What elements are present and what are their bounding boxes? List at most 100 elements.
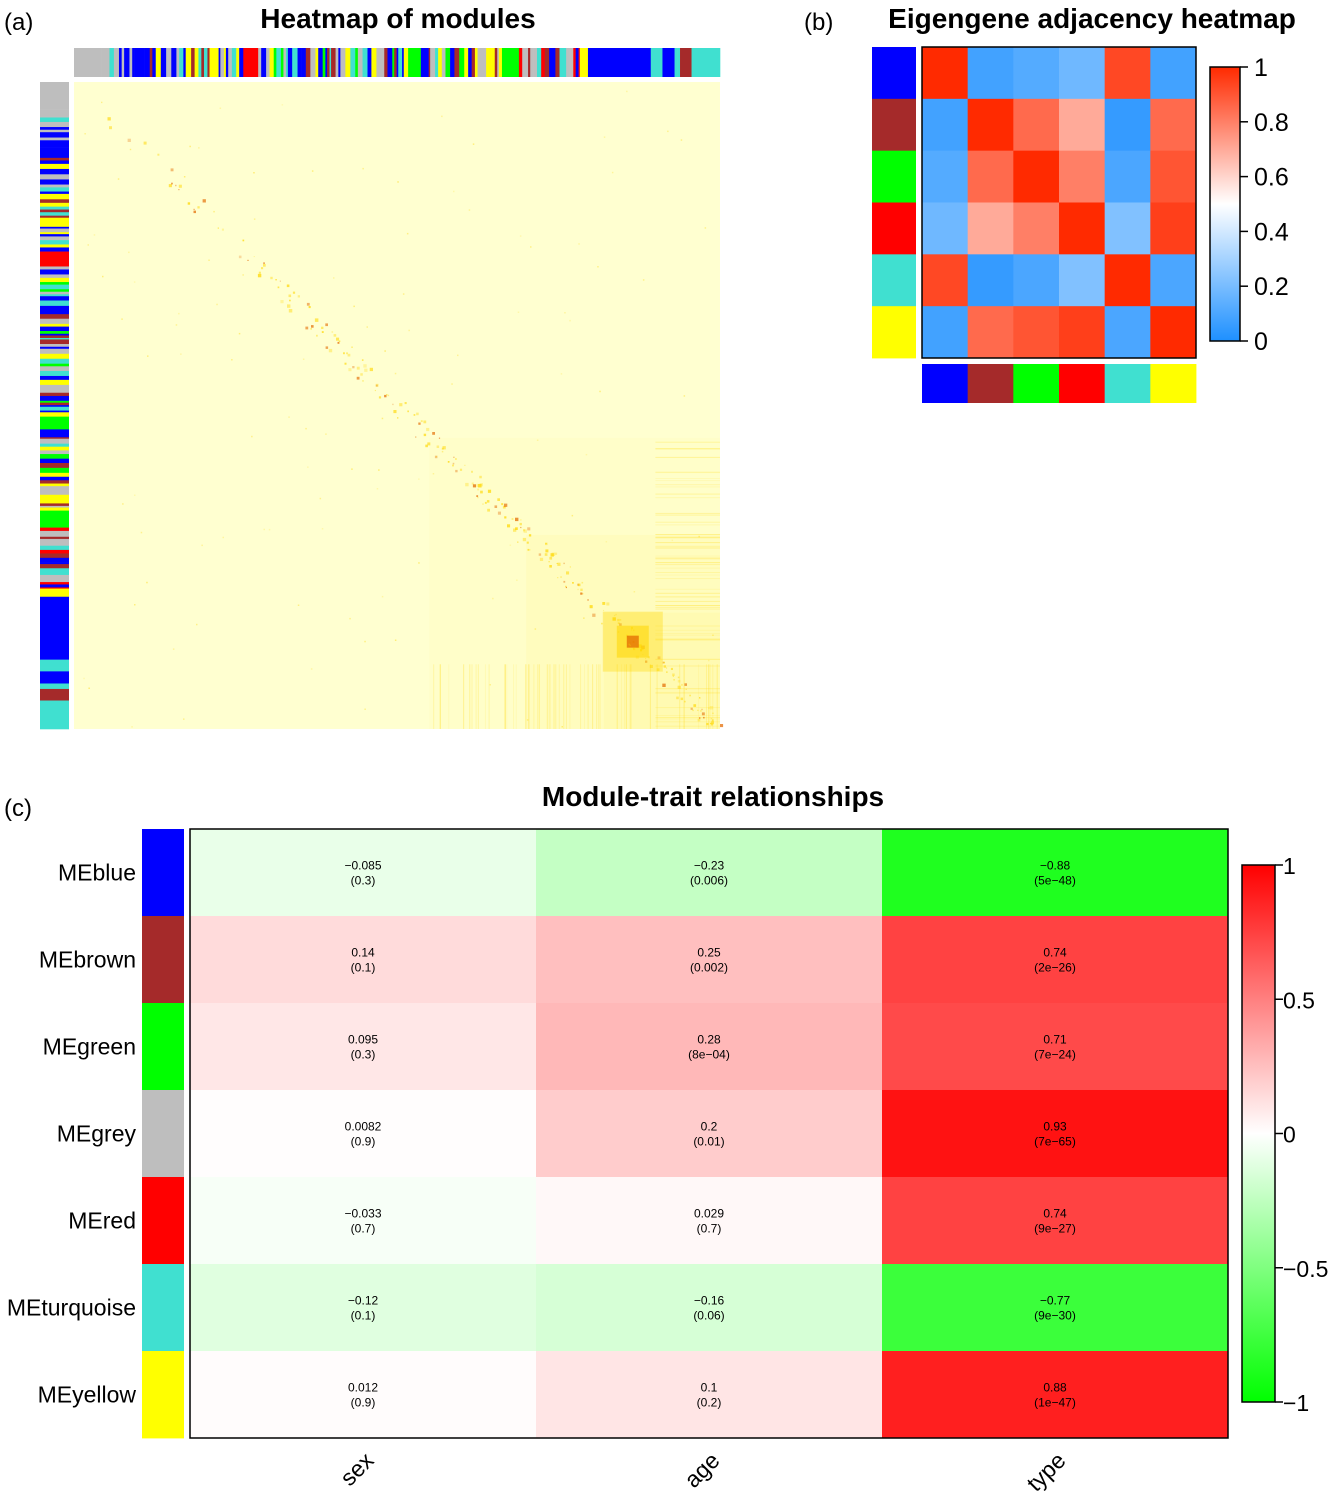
module-bar-segment-left bbox=[40, 269, 69, 275]
module-bar-segment-top bbox=[273, 48, 277, 77]
tom-speck bbox=[416, 412, 419, 416]
module-bar-segment-left bbox=[40, 389, 69, 394]
tom-speck bbox=[270, 276, 273, 280]
tom-streak bbox=[655, 592, 720, 594]
tom-speck bbox=[438, 437, 441, 439]
module-bar-segment-left bbox=[40, 549, 69, 554]
tom-streak bbox=[655, 547, 720, 549]
tom-speck bbox=[698, 535, 700, 538]
module-bar-segment-top bbox=[231, 48, 237, 77]
tom-speck bbox=[413, 414, 416, 416]
tom-speck bbox=[193, 208, 195, 210]
tom-speck bbox=[492, 597, 494, 600]
legend-tick-label: −0.5 bbox=[1283, 1256, 1328, 1282]
module-bar-segment-top bbox=[132, 48, 135, 77]
tom-streak bbox=[504, 664, 506, 729]
tom-speck bbox=[381, 595, 384, 598]
tom-speck bbox=[611, 171, 614, 174]
tom-speck bbox=[418, 422, 421, 425]
trait-cell-correlation: 0.0082 bbox=[345, 1120, 382, 1134]
module-bar-segment-top bbox=[528, 48, 531, 77]
tom-speck bbox=[580, 588, 583, 591]
tom-streak bbox=[463, 664, 465, 729]
module-bar-segment-top bbox=[662, 48, 666, 77]
module-bar-segment-top bbox=[155, 48, 162, 77]
trait-cell-pvalue: (9e−30) bbox=[1034, 1309, 1076, 1323]
trait-cell bbox=[190, 1090, 537, 1178]
trait-cell-correlation: −0.085 bbox=[344, 859, 381, 873]
tom-speck bbox=[222, 536, 224, 539]
eigengene-cell bbox=[1059, 150, 1106, 203]
column-label: type bbox=[1021, 1447, 1070, 1496]
eigengene-cell bbox=[1059, 254, 1106, 307]
eigengene-cell bbox=[1013, 150, 1060, 203]
module-bar-segment-left bbox=[40, 588, 69, 598]
tom-speck bbox=[352, 366, 355, 369]
tom-speck bbox=[208, 259, 210, 261]
eigengene-column-color-blue bbox=[922, 364, 969, 403]
tom-speck bbox=[346, 352, 348, 355]
module-bar-segment-top bbox=[579, 48, 589, 77]
chart-b-title: Eigengene adjacency heatmap bbox=[888, 3, 1296, 34]
module-bar-segment-top bbox=[171, 48, 177, 77]
legend-tick-label: 1 bbox=[1254, 54, 1268, 82]
tom-speck bbox=[434, 455, 438, 459]
trait-cell-correlation: 0.74 bbox=[1043, 946, 1067, 960]
tom-speck bbox=[480, 490, 483, 494]
module-bar-segment-top bbox=[113, 48, 120, 77]
tom-speck bbox=[344, 362, 347, 365]
tom-speck bbox=[487, 508, 490, 512]
legend-tick-label: 0.6 bbox=[1254, 164, 1289, 192]
tom-speck bbox=[321, 528, 324, 530]
tom-speck bbox=[168, 184, 172, 188]
trait-cell-correlation: 0.28 bbox=[697, 1033, 721, 1047]
module-bar-segment-left bbox=[40, 244, 69, 248]
trait-cell bbox=[536, 1090, 883, 1178]
tom-speck bbox=[333, 334, 337, 337]
tom-speck bbox=[88, 687, 90, 689]
tom-streak bbox=[525, 664, 527, 729]
chart-a-title: Heatmap of modules bbox=[260, 3, 535, 34]
eigengene-heatmap-frame bbox=[921, 46, 1197, 359]
tom-speck bbox=[720, 724, 724, 728]
module-bar-segment-left bbox=[40, 251, 69, 267]
tom-speck bbox=[477, 488, 479, 491]
trait-cell-pvalue: (2e−26) bbox=[1034, 961, 1076, 975]
tom-speck bbox=[297, 604, 300, 606]
module-bar-segment-left bbox=[40, 353, 69, 360]
tom-speck bbox=[432, 432, 435, 435]
module-bar-segment-left bbox=[40, 193, 69, 200]
tom-streak bbox=[655, 486, 720, 488]
eigengene-cell bbox=[1059, 202, 1106, 255]
tom-speck bbox=[337, 341, 340, 344]
tom-streak bbox=[448, 664, 450, 729]
module-bar-segment-top bbox=[450, 48, 455, 77]
tom-speck bbox=[307, 466, 309, 468]
trait-cell-correlation: 0.93 bbox=[1043, 1120, 1067, 1134]
tom-speck bbox=[617, 622, 620, 625]
tom-speck bbox=[441, 450, 444, 453]
tom-streak bbox=[439, 664, 441, 729]
tom-streak bbox=[655, 524, 720, 526]
tom-background bbox=[74, 82, 720, 729]
module-bar-segment-top bbox=[477, 48, 483, 77]
module-bar-segment-left bbox=[40, 335, 69, 339]
tom-speck bbox=[712, 712, 714, 714]
module-bar-segment-top bbox=[315, 48, 319, 77]
tom-streak bbox=[655, 638, 720, 640]
tom-speck bbox=[704, 227, 707, 229]
trait-row-color-brown bbox=[142, 916, 184, 1004]
module-bar-segment-left bbox=[40, 689, 69, 701]
module-bar-segment-left bbox=[40, 405, 69, 408]
module-bar-segment-left bbox=[40, 217, 69, 224]
tom-streak bbox=[563, 664, 565, 729]
tom-streak bbox=[439, 664, 441, 729]
module-bar-segment-top bbox=[124, 48, 130, 77]
module-bar-segment-left bbox=[40, 289, 69, 293]
module-bar-segment-top bbox=[191, 48, 195, 77]
tom-speck bbox=[619, 619, 622, 621]
eigengene-cell bbox=[1013, 202, 1060, 255]
tom-streak bbox=[549, 664, 551, 729]
tom-speck bbox=[516, 579, 518, 581]
tom-streak bbox=[655, 665, 720, 667]
